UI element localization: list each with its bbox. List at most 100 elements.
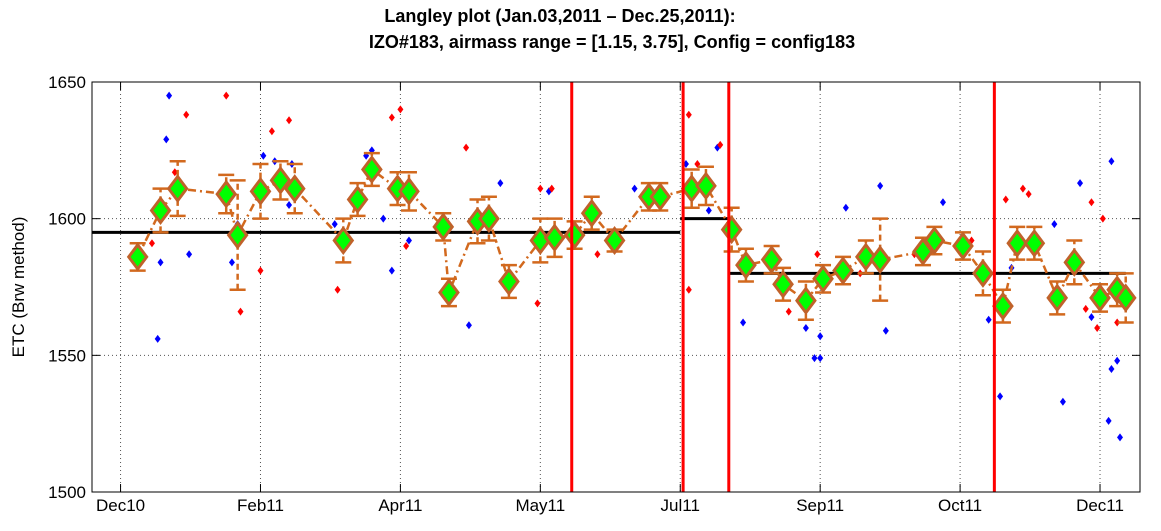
point <box>1117 433 1124 442</box>
point <box>1108 365 1115 373</box>
point <box>257 266 264 275</box>
point <box>705 206 712 215</box>
mean-marker <box>226 220 249 250</box>
point <box>171 168 178 177</box>
point <box>1077 179 1084 188</box>
point <box>814 250 821 259</box>
point <box>1094 324 1101 332</box>
point <box>1108 157 1115 166</box>
mean-marker <box>346 185 369 215</box>
point <box>1088 313 1095 322</box>
point <box>183 110 190 119</box>
mean-marker <box>735 250 757 280</box>
point <box>685 110 692 119</box>
point <box>286 201 293 209</box>
mean-marker <box>1063 247 1086 277</box>
plot-frame <box>91 81 1141 493</box>
point <box>228 258 235 267</box>
x-tick-label: Apr11 <box>378 496 422 515</box>
y-tick-label: 1550 <box>48 346 86 365</box>
point <box>1114 356 1121 365</box>
mean-marker <box>126 242 149 272</box>
mean-marker <box>603 226 626 256</box>
mean-marker <box>992 291 1014 321</box>
point <box>268 127 275 136</box>
point <box>166 91 173 100</box>
mean-marker <box>923 226 946 256</box>
y-tick-label: 1600 <box>48 210 86 229</box>
x-tick-label: May11 <box>515 496 565 515</box>
point <box>163 135 170 144</box>
point <box>157 258 164 267</box>
point <box>465 321 472 330</box>
point <box>882 326 889 335</box>
point <box>237 307 244 316</box>
mean-marker <box>760 245 783 275</box>
point <box>331 220 338 229</box>
point <box>380 214 387 223</box>
point <box>148 239 155 248</box>
point <box>1082 304 1089 313</box>
point <box>403 242 410 250</box>
y-axis-label: ETC (Brw method) <box>9 217 28 358</box>
mean-marker <box>720 215 743 245</box>
mean-marker <box>869 245 892 275</box>
x-tick-label: Jul11 <box>661 496 700 515</box>
point <box>334 285 341 294</box>
point <box>1019 184 1026 193</box>
mean-marker <box>812 264 834 294</box>
point <box>1059 397 1066 406</box>
point <box>534 299 541 308</box>
mean-marker <box>432 212 455 242</box>
point <box>548 184 555 193</box>
point <box>594 250 601 259</box>
x-tick-label: Feb11 <box>237 496 284 515</box>
mean-marker <box>972 258 994 288</box>
point <box>811 354 818 363</box>
point <box>997 392 1004 401</box>
point <box>1088 198 1095 207</box>
mean-marker <box>269 165 292 195</box>
point <box>405 236 412 245</box>
point <box>1114 318 1121 327</box>
x-tick-label: Sep11 <box>796 496 844 515</box>
point <box>154 334 161 343</box>
x-tick-label: Oct11 <box>938 496 982 515</box>
point <box>817 354 824 363</box>
point <box>286 116 293 125</box>
chart-title: IZO#183, airmass range = [1.15, 3.75], C… <box>369 32 855 52</box>
point <box>186 250 193 259</box>
point <box>1099 214 1106 223</box>
mean-marker <box>563 220 586 250</box>
mean-marker <box>332 226 355 256</box>
mean-marker <box>1046 283 1069 313</box>
mean-marker <box>1114 283 1137 313</box>
point <box>260 151 267 160</box>
point <box>717 140 724 149</box>
mean-marker <box>498 267 520 297</box>
point <box>685 285 692 294</box>
mean-marker <box>438 277 460 307</box>
mean-marker <box>478 204 500 234</box>
mean-marker <box>854 242 877 272</box>
point <box>1025 190 1032 199</box>
mean-marker <box>166 174 189 204</box>
point <box>802 324 809 332</box>
mean-marker <box>360 154 383 184</box>
mean-marker <box>1089 283 1111 313</box>
point <box>785 307 792 316</box>
x-tick-label: Dec10 <box>96 496 145 515</box>
point <box>877 181 884 190</box>
point <box>985 315 992 324</box>
mean-marker <box>649 182 672 212</box>
mean-marker <box>215 179 238 209</box>
mean-marker <box>832 256 854 286</box>
point <box>740 318 747 327</box>
point <box>388 113 395 122</box>
point <box>537 184 544 193</box>
mean-marker <box>772 269 794 299</box>
y-tick-label: 1500 <box>48 483 86 502</box>
point <box>939 198 946 207</box>
mean-marker <box>1006 228 1029 258</box>
